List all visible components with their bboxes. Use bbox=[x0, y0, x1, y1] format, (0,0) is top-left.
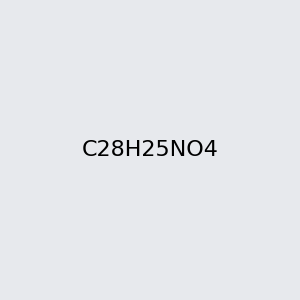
Text: C28H25NO4: C28H25NO4 bbox=[82, 140, 218, 160]
